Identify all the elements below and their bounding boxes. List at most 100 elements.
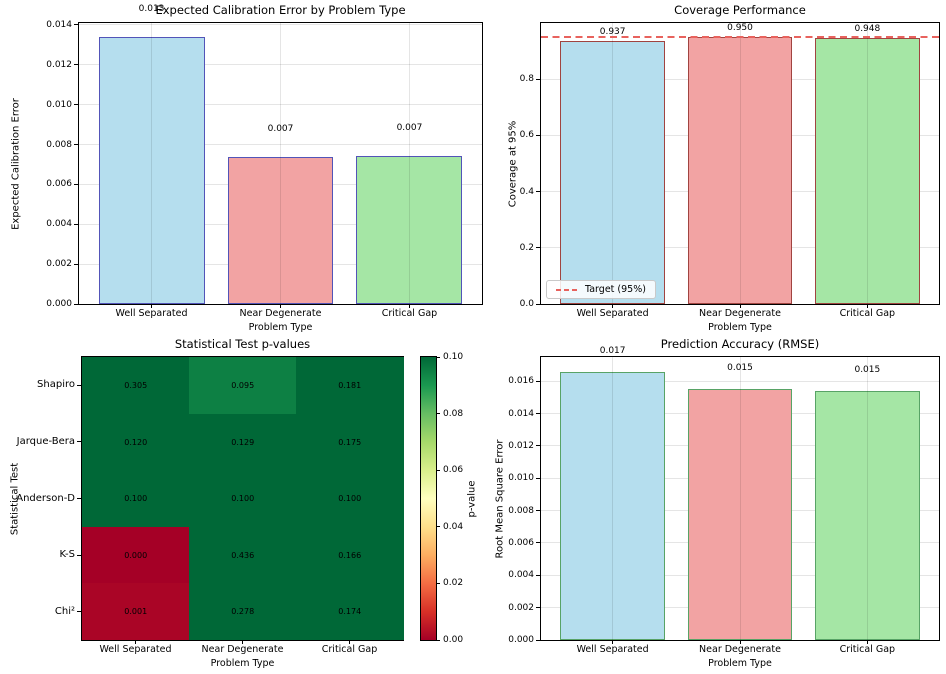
chart-title: Expected Calibration Error by Problem Ty… <box>155 3 406 17</box>
h-gridline <box>541 380 939 382</box>
bar-value-label: 0.015 <box>854 364 881 375</box>
chart-coverage-performance: Coverage Performance Problem Type Coverage… <box>508 3 940 333</box>
x-tick-mark <box>739 640 741 644</box>
x-tick-label: Near Degenerate <box>699 644 781 655</box>
x-tick-mark <box>151 304 153 308</box>
x-axis-label: Problem Type <box>210 658 275 669</box>
colorbar-tick-mark <box>436 582 440 584</box>
v-gridline <box>612 357 614 640</box>
y-tick-label: 0.014 <box>508 408 534 419</box>
colorbar-tick-mark <box>436 639 440 641</box>
heatmap-cell-value: 0.100 <box>338 494 362 504</box>
heatmap-cell: 0.120 <box>82 413 190 471</box>
h-gridline <box>79 24 482 26</box>
y-tick-mark <box>536 574 540 576</box>
y-tick-mark <box>74 24 78 26</box>
v-gridline <box>866 357 868 640</box>
x-tick-label: Well Separated <box>576 644 649 655</box>
y-tick-label: 0.010 <box>46 99 72 110</box>
x-tick-mark <box>612 304 614 308</box>
heatmap-cell-value: 0.095 <box>231 381 255 391</box>
heatmap-cell-value: 0.001 <box>124 607 148 617</box>
bar-critical-gap <box>815 390 920 640</box>
bar-near-degenerate <box>687 389 793 640</box>
col-label: Well Separated <box>99 644 172 655</box>
row-label: K-S <box>59 549 75 561</box>
x-tick-label: Near Degenerate <box>239 308 322 319</box>
bar-value-label: 0.017 <box>599 345 626 356</box>
chart-title: Coverage Performance <box>674 3 806 17</box>
row-label: Jarque-Bera <box>16 435 75 447</box>
x-tick-mark <box>349 640 350 644</box>
x-tick-mark <box>739 304 741 308</box>
heatmap-cell: 0.305 <box>82 357 190 415</box>
row-label: Shapiro <box>37 379 75 391</box>
colorbar-tick-label: 0.00 <box>443 635 464 645</box>
heatmap-cell: 0.100 <box>189 470 297 528</box>
x-tick-label: Critical Gap <box>839 308 896 319</box>
y-tick-mark <box>536 380 540 382</box>
y-tick-mark <box>536 303 540 305</box>
x-tick-mark <box>135 640 136 644</box>
bar-value-label: 0.015 <box>727 363 753 374</box>
bar-critical-gap <box>815 37 920 304</box>
x-axis-label: Problem Type <box>708 322 772 333</box>
bar-value-label: 0.937 <box>599 26 626 37</box>
heatmap-cell-value: 0.100 <box>124 494 148 504</box>
heatmap-cell-value: 0.129 <box>231 437 255 447</box>
heatmap-cell: 0.175 <box>296 413 404 471</box>
colorbar-tick-label: 0.04 <box>443 521 464 532</box>
v-gridline <box>739 23 741 304</box>
x-tick-label: Well Separated <box>115 308 188 319</box>
colorbar-tick-label: 0.08 <box>443 408 464 419</box>
heatmap-cell-value: 0.174 <box>338 607 362 617</box>
y-tick-mark <box>536 191 540 193</box>
y-tick-mark <box>74 104 78 106</box>
chart-title: Prediction Accuracy (RMSE) <box>660 337 820 351</box>
x-axis-label: Problem Type <box>248 322 313 333</box>
chart-rmse: Prediction Accuracy (RMSE) Problem Type Ro… <box>495 337 940 669</box>
heatmap-cell-value: 0.166 <box>338 550 362 560</box>
heatmap-cell-value: 0.120 <box>124 437 148 447</box>
y-tick-label: 0.004 <box>508 570 534 581</box>
bar-value-label: 0.007 <box>267 123 294 134</box>
y-tick-label: 0.8 <box>519 74 534 85</box>
y-tick-label: 0.000 <box>508 635 534 645</box>
heatmap-cell-value: 0.436 <box>231 550 255 560</box>
y-tick-label: 0.010 <box>508 473 534 484</box>
y-tick-mark <box>536 134 540 136</box>
heatmap-cell-value: 0.181 <box>338 381 362 391</box>
v-gridline <box>739 357 741 640</box>
legend: Target (95%) <box>546 280 656 299</box>
heatmap-cell-value: 0.305 <box>124 381 148 391</box>
y-tick-mark <box>74 263 78 265</box>
y-tick-mark <box>536 78 540 80</box>
legend-line-sample <box>556 288 578 291</box>
y-tick-label: 0.012 <box>508 440 534 451</box>
bar-critical-gap <box>356 155 463 304</box>
y-tick-label: 0.4 <box>519 186 534 197</box>
x-tick-mark <box>866 304 868 308</box>
v-gridline <box>408 23 410 304</box>
y-tick-mark <box>536 607 540 609</box>
x-tick-mark <box>280 304 281 308</box>
y-tick-label: 0.6 <box>519 130 534 141</box>
target-line <box>541 36 939 39</box>
y-tick-mark <box>77 441 81 443</box>
y-tick-label: 0.006 <box>46 179 72 190</box>
col-label: Critical Gap <box>321 644 378 655</box>
legend-label: Target (95%) <box>585 284 646 295</box>
colorbar-tick-mark <box>436 356 440 358</box>
col-label: Near Degenerate <box>201 644 284 655</box>
v-gridline <box>151 23 153 304</box>
x-tick-mark <box>242 640 243 644</box>
bar-well-separated <box>560 371 665 640</box>
heatmap-cell-value: 0.278 <box>231 607 255 617</box>
heatmap-cell: 0.166 <box>296 526 404 584</box>
chart-expected-calibration-error: Expected Calibration Error by Problem Ty… <box>11 3 483 333</box>
y-tick-mark <box>74 64 78 66</box>
heatmap-cell-value: 0.000 <box>124 550 148 560</box>
row-label: Chi² <box>54 605 75 617</box>
y-tick-mark <box>77 611 81 613</box>
